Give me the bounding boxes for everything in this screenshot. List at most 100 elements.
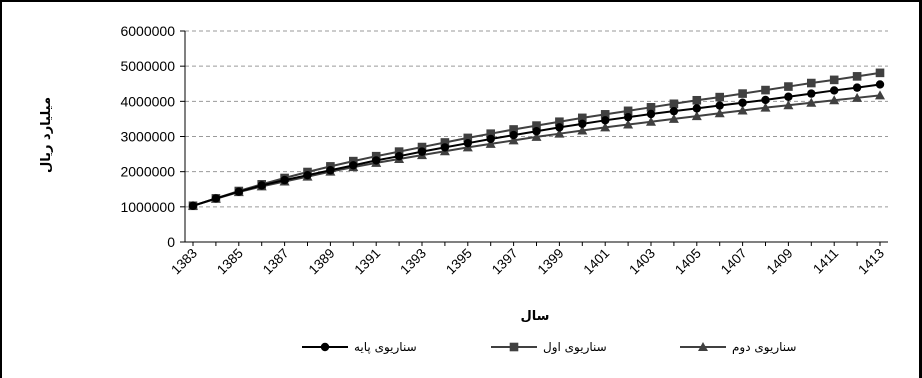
data-point-circle xyxy=(623,112,633,122)
x-tick-label: 1399 xyxy=(535,246,567,278)
data-point-square xyxy=(394,147,404,156)
series-circle xyxy=(188,80,885,210)
data-point-circle xyxy=(669,106,679,116)
data-point-square xyxy=(738,89,747,98)
data-point-circle xyxy=(601,116,610,125)
data-point-circle xyxy=(303,170,312,180)
data-point-circle xyxy=(784,92,793,101)
data-point-circle xyxy=(211,194,221,203)
y-tick-label: 4000000 xyxy=(120,93,175,109)
data-point-square xyxy=(486,129,495,138)
data-point-square xyxy=(463,133,473,143)
y-tick-label: 3000000 xyxy=(120,129,175,145)
x-tick-label: 1383 xyxy=(168,246,200,278)
x-tick-label: 1407 xyxy=(718,246,750,278)
data-point-circle xyxy=(234,187,243,196)
data-point-square xyxy=(440,138,450,147)
series-triangle xyxy=(188,90,885,210)
data-point-circle xyxy=(326,166,335,175)
data-point-triangle xyxy=(806,97,817,107)
x-tick-label: 1401 xyxy=(580,246,612,278)
data-point-circle xyxy=(555,123,564,132)
data-point-circle xyxy=(463,138,472,148)
data-point-square xyxy=(371,151,381,161)
data-point-circle xyxy=(417,147,427,156)
data-point-circle xyxy=(852,83,862,92)
x-tick-label: 1393 xyxy=(397,246,429,278)
data-point-triangle xyxy=(875,90,885,100)
data-point-triangle xyxy=(714,108,725,118)
x-tick-label: 1405 xyxy=(672,246,704,278)
data-point-circle xyxy=(738,98,747,107)
series-line-triangle xyxy=(192,94,881,207)
data-point-square xyxy=(646,103,656,112)
data-point-circle xyxy=(372,156,381,165)
x-tick-label: 1395 xyxy=(443,246,475,278)
legend: سناریوی پایه سناریوی اول سناریوی دوم xyxy=(302,340,796,355)
x-tick-label: 1397 xyxy=(489,246,521,278)
data-point-square xyxy=(509,125,518,134)
data-point-circle xyxy=(440,143,450,152)
series-line-circle xyxy=(192,83,881,207)
data-point-triangle xyxy=(508,135,519,145)
data-point-circle xyxy=(578,119,587,129)
y-tick-label: 0 xyxy=(167,234,175,250)
data-point-triangle xyxy=(646,116,656,126)
data-point-triangle xyxy=(691,111,702,121)
data-point-square xyxy=(692,95,702,105)
data-point-triangle xyxy=(829,95,840,105)
data-point-triangle xyxy=(577,125,588,135)
data-point-circle xyxy=(761,95,770,105)
data-point-square xyxy=(532,121,541,130)
data-point-circle xyxy=(509,130,518,140)
x-tick-labels: 1383 1385 1387 1389 1391 1393 1395 1397 1399 1401… xyxy=(168,246,887,278)
data-point-triangle xyxy=(783,100,794,110)
data-point-square xyxy=(578,113,587,123)
data-point-circle xyxy=(349,161,358,170)
data-point-circle xyxy=(830,86,839,95)
data-point-square xyxy=(875,68,885,78)
data-point-triangle xyxy=(600,122,611,132)
data-point-square xyxy=(829,75,839,85)
series-group xyxy=(188,68,885,211)
y-tick-labels: 0 1000000 2000000 3000000 4000000 5000000 6000… xyxy=(120,23,175,250)
data-point-square xyxy=(600,110,610,119)
data-point-triangle xyxy=(485,138,496,148)
x-tick-label: 1385 xyxy=(214,246,246,278)
y-tick-label: 2000000 xyxy=(120,164,175,180)
data-point-circle xyxy=(486,134,495,144)
x-tick-label: 1403 xyxy=(626,246,658,278)
x-tick-label: 1409 xyxy=(764,246,796,278)
data-point-circle xyxy=(532,127,541,136)
legend-label: سناریوی اول xyxy=(543,340,607,355)
data-point-square xyxy=(669,99,679,109)
legend-label: سناریوی دوم xyxy=(732,340,796,355)
y-tick-label: 6000000 xyxy=(120,23,175,39)
axes xyxy=(180,30,888,246)
y-tick-label: 1000000 xyxy=(120,199,175,215)
data-point-circle xyxy=(394,151,404,161)
x-tick-label: 1389 xyxy=(306,246,338,278)
data-point-circle xyxy=(692,104,701,113)
data-point-square xyxy=(784,82,793,91)
data-point-triangle xyxy=(760,102,771,112)
data-point-square xyxy=(715,92,724,102)
legend-item-square: سناریوی اول xyxy=(491,340,607,355)
x-axis-label: سال xyxy=(521,309,550,324)
x-tick-label: 1411 xyxy=(810,246,841,277)
x-tick-label: 1413 xyxy=(855,246,887,278)
legend-item-triangle: سناریوی دوم xyxy=(680,340,796,355)
data-point-circle xyxy=(646,109,656,119)
legend-item-circle: سناریوی پایه xyxy=(302,340,417,355)
legend-marker xyxy=(320,342,330,352)
data-point-square xyxy=(417,142,427,152)
legend-marker xyxy=(698,342,708,351)
data-point-triangle xyxy=(737,105,748,115)
data-point-circle xyxy=(280,175,289,185)
data-point-triangle xyxy=(531,131,542,141)
data-point-triangle xyxy=(623,119,634,129)
y-axis-label: میلیارد ریال xyxy=(39,97,54,173)
data-point-square xyxy=(761,85,770,95)
